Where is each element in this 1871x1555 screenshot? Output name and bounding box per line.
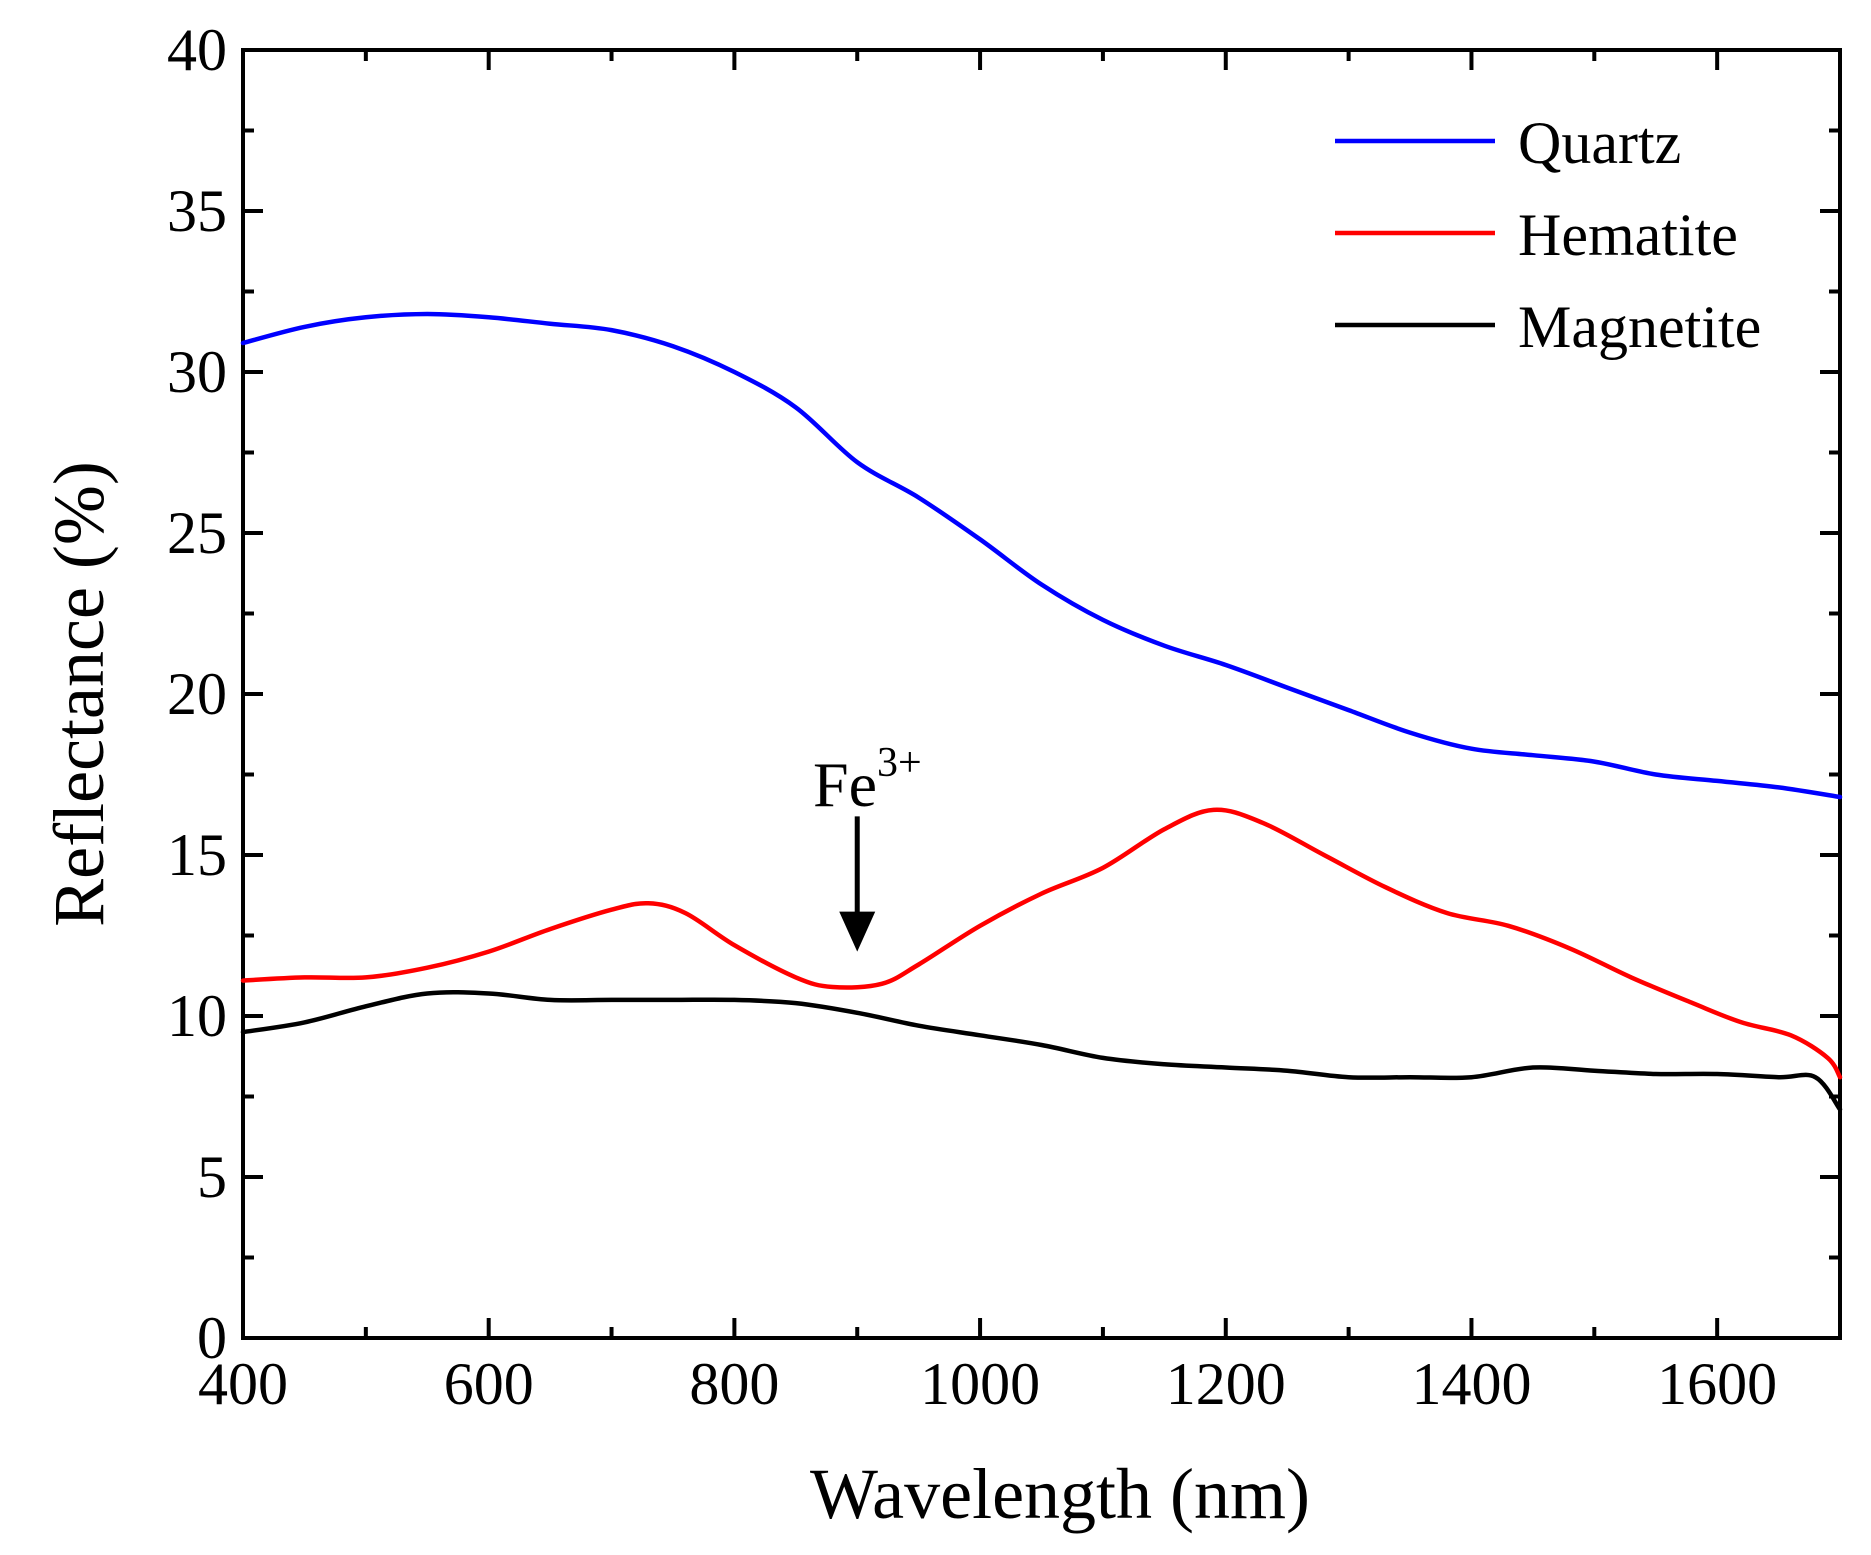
data-series: [240, 311, 1843, 1112]
x-tick-label: 1200: [1166, 1351, 1286, 1417]
axis-ticks: 400 600 800 1000 1200 1400 1600 0 5 10 15 20 25 30 35 4…: [167, 17, 1842, 1417]
y-tick-label: 15: [167, 822, 227, 888]
x-tick-label: 1600: [1657, 1351, 1777, 1417]
fe-label-base: Fe: [813, 749, 877, 820]
y-tick-label: 25: [167, 500, 227, 566]
legend-label-magnetite: Magnetite: [1518, 294, 1761, 360]
fe-label-superscript: 3+: [877, 740, 922, 786]
fe3-annotation-label: Fe3+: [813, 740, 922, 820]
legend-label-quartz: Quartz: [1518, 110, 1681, 176]
x-axis-title: Wavelength (nm): [810, 1454, 1310, 1534]
series-line-hematite: [240, 807, 1843, 1080]
y-tick-label: 30: [167, 339, 227, 405]
legend: Quartz Hematite Magnetite: [1335, 110, 1761, 360]
x-tick-label: 400: [198, 1351, 288, 1417]
fe3-arrow-head: [839, 911, 876, 952]
y-axis-title: Reflectance (%): [39, 461, 119, 927]
y-tick-label: 0: [197, 1305, 227, 1371]
series-line-quartz: [240, 311, 1843, 800]
x-tick-label: 1400: [1411, 1351, 1531, 1417]
x-tick-label: 600: [444, 1351, 534, 1417]
x-tick-label: 800: [689, 1351, 779, 1417]
y-tick-label: 5: [197, 1144, 227, 1210]
annotations: Fe3+: [813, 740, 922, 952]
y-tick-label: 35: [167, 178, 227, 244]
series-line-magnetite: [240, 989, 1843, 1112]
y-tick-label: 20: [167, 661, 227, 727]
x-tick-label: 1000: [920, 1351, 1040, 1417]
legend-label-hematite: Hematite: [1518, 202, 1738, 268]
y-tick-label: 40: [167, 17, 227, 83]
y-tick-label: 10: [167, 983, 227, 1049]
